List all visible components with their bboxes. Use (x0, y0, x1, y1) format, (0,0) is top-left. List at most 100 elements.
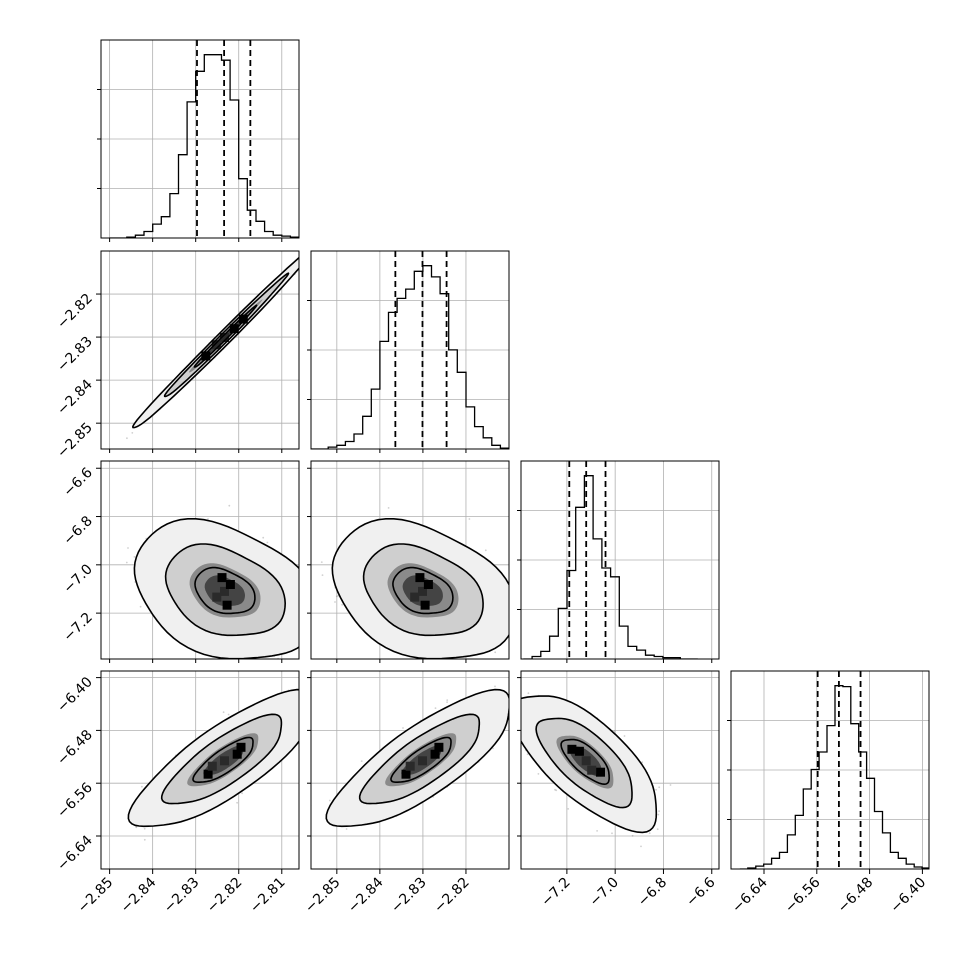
density-peak-cell (220, 586, 229, 596)
panel-content (521, 461, 719, 659)
density-peak-cell (418, 756, 427, 766)
scatter-point (494, 651, 497, 654)
scatter-point (631, 834, 634, 837)
contour-line (133, 518, 299, 659)
density-peak-cell (220, 333, 229, 342)
scatter-point (567, 808, 570, 810)
scatter-point (328, 799, 331, 802)
density-peak-cell (238, 314, 248, 324)
scatter-point (492, 747, 494, 750)
density-peak-cell (418, 586, 427, 596)
density-peak-cell (587, 765, 597, 775)
panel-frame (730, 670, 930, 870)
scatter-point (656, 828, 659, 831)
scatter-point (387, 507, 390, 509)
panel-2-1 (310, 460, 510, 660)
scatter-point (227, 713, 230, 716)
panel-0-0 (97, 39, 300, 239)
panel-frame (310, 460, 510, 660)
scatter-point (345, 828, 348, 830)
panel-content (311, 671, 509, 869)
scatter-point (484, 549, 487, 552)
scatter-point (658, 810, 660, 812)
panel-frame (310, 670, 510, 870)
scatter-point (139, 605, 142, 608)
scatter-point (334, 601, 336, 603)
scatter-point (222, 711, 225, 714)
scatter-point (133, 556, 136, 558)
scatter-point (554, 788, 556, 791)
contour-line (127, 688, 299, 828)
density-peak-cell (430, 749, 440, 759)
panel-frame (100, 460, 300, 660)
panel-frame (100, 670, 300, 870)
panel-frame (100, 250, 300, 450)
scatter-point (446, 701, 448, 703)
scatter-point (135, 826, 138, 829)
panel-content (311, 251, 509, 449)
histogram-step (109, 54, 299, 238)
scatter-point (657, 813, 660, 816)
contour-line (193, 304, 258, 368)
scatter-point (611, 832, 613, 835)
scatter-point (526, 753, 529, 756)
scatter-point (236, 801, 239, 804)
panel-3-0 (100, 670, 300, 870)
contour-line (362, 543, 484, 637)
contour-line (331, 518, 509, 659)
scatter-point (613, 730, 616, 733)
panel-content (101, 671, 299, 869)
panel-content (311, 461, 509, 659)
contour-line (325, 688, 509, 828)
panel-1-1 (307, 250, 510, 450)
panel-content (101, 40, 299, 238)
density-peak-cell (236, 742, 246, 752)
scatter-point (640, 845, 642, 848)
contour-line (358, 713, 481, 805)
panel-frame (520, 670, 720, 870)
scatter-point (669, 784, 672, 786)
scatter-point (262, 536, 265, 539)
histogram-step (523, 475, 698, 659)
contour-line (390, 736, 452, 783)
scatter-point (143, 838, 146, 841)
density-peak-cell (201, 351, 211, 361)
scatter-point (658, 786, 661, 789)
scatter-point (641, 761, 644, 764)
scatter-point (623, 735, 626, 737)
scatter-point (241, 792, 244, 795)
density-peak-cell (232, 749, 242, 759)
scatter-point (648, 832, 651, 834)
contour-line (192, 736, 254, 783)
scatter-point (446, 699, 449, 701)
contour-line (131, 256, 299, 429)
panel-2-2 (517, 460, 720, 660)
panel-content (521, 671, 719, 869)
scatter-point (555, 789, 558, 792)
density-peak-cell (567, 744, 577, 754)
scatter-point (266, 541, 269, 544)
panel-content (101, 461, 299, 659)
scatter-point (537, 773, 540, 775)
scatter-point (434, 707, 437, 709)
density-peak-cell (410, 592, 420, 602)
density-peak-cell (423, 580, 433, 589)
scatter-point (494, 685, 496, 688)
panel-3-2 (520, 670, 720, 870)
panel-frame (100, 39, 300, 239)
density-peak-cell (596, 767, 605, 777)
contour-line (160, 713, 283, 805)
scatter-point (341, 603, 343, 606)
panel-frame (310, 250, 510, 450)
density-peak-cell (207, 761, 217, 771)
contour-line (163, 272, 290, 398)
scatter-point (143, 827, 146, 830)
scatter-point (320, 561, 323, 563)
scatter-point (527, 692, 530, 695)
density-peak-cell (420, 600, 430, 610)
scatter-point (131, 432, 134, 434)
contour-line (560, 738, 611, 786)
panel-3-3 (727, 670, 930, 870)
histogram-step (311, 265, 509, 449)
